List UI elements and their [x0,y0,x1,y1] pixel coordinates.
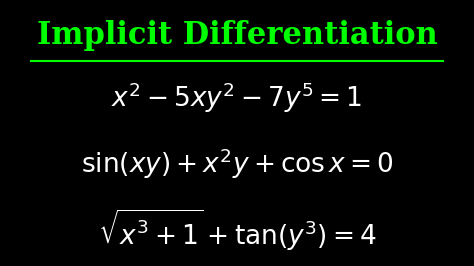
Text: $\sin(xy) + x^2y + \cos x = 0$: $\sin(xy) + x^2y + \cos x = 0$ [81,146,393,181]
Text: $x^2 - 5xy^2 - 7y^5 = 1$: $x^2 - 5xy^2 - 7y^5 = 1$ [111,80,363,115]
Text: $\sqrt{x^3+1} + \tan(y^3) = 4$: $\sqrt{x^3+1} + \tan(y^3) = 4$ [98,207,376,253]
Text: Implicit Differentiation: Implicit Differentiation [36,20,438,51]
